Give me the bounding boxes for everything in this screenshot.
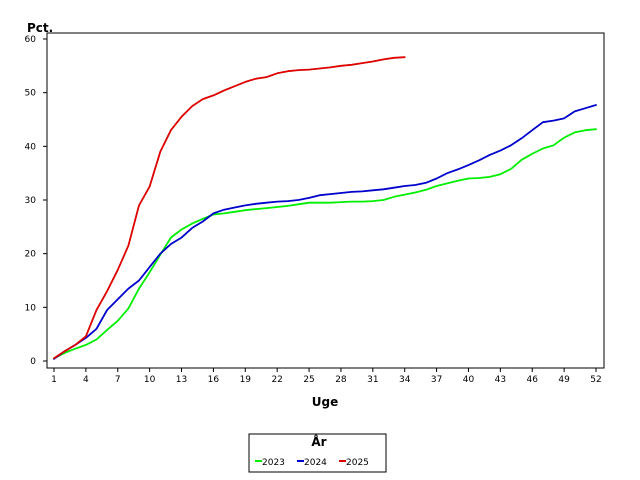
- x-tick-label: 1: [51, 375, 57, 385]
- x-tick-label: 46: [527, 375, 539, 385]
- legend-label-2024: 2024: [304, 458, 327, 468]
- y-tick-label: 50: [25, 89, 37, 99]
- x-tick-label: 7: [115, 375, 121, 385]
- series-line-2023: [53, 128, 597, 360]
- plot-frame: [46, 32, 605, 369]
- y-tick-label: 30: [25, 196, 37, 206]
- x-tick-label: 28: [335, 375, 347, 385]
- x-tick-label: 25: [303, 375, 314, 385]
- x-tick-label: 52: [590, 375, 601, 385]
- x-tick-label: 16: [208, 375, 220, 385]
- series-lines: [53, 56, 597, 360]
- x-axis-label: Uge: [312, 395, 338, 409]
- legend-label-2025: 2025: [346, 458, 369, 468]
- x-tick-label: 49: [558, 375, 570, 385]
- y-tick-label: 10: [25, 303, 37, 313]
- series-line-2024: [53, 104, 597, 360]
- x-tick-label: 40: [463, 375, 475, 385]
- x-tick-label: 31: [367, 375, 378, 385]
- y-axis: 0 10 20 30 40 50 60: [25, 35, 47, 367]
- x-tick-label: 4: [83, 375, 89, 385]
- legend: År 2023 2024 2025: [248, 433, 387, 473]
- y-tick-label: 60: [25, 35, 37, 45]
- y-tick-label: 40: [25, 142, 37, 152]
- x-tick-label: 37: [431, 375, 442, 385]
- x-tick-label: 43: [495, 375, 506, 385]
- x-tick-label: 13: [176, 375, 187, 385]
- legend-title: År: [311, 434, 326, 449]
- x-tick-label: 19: [240, 375, 252, 385]
- series-line-2025: [53, 56, 406, 360]
- legend-label-2023: 2023: [262, 458, 285, 468]
- legend-box: [248, 433, 387, 473]
- x-tick-label: 34: [399, 375, 411, 385]
- x-tick-label: 22: [271, 375, 282, 385]
- x-axis: 1 4 7 10 13 16 19 22 25 28 31 34 37 40 43 46 49 52: [51, 368, 602, 385]
- y-axis-label: Pct.: [27, 21, 53, 35]
- y-tick-label: 20: [25, 250, 37, 260]
- y-tick-label: 0: [30, 357, 36, 367]
- x-tick-label: 10: [144, 375, 156, 385]
